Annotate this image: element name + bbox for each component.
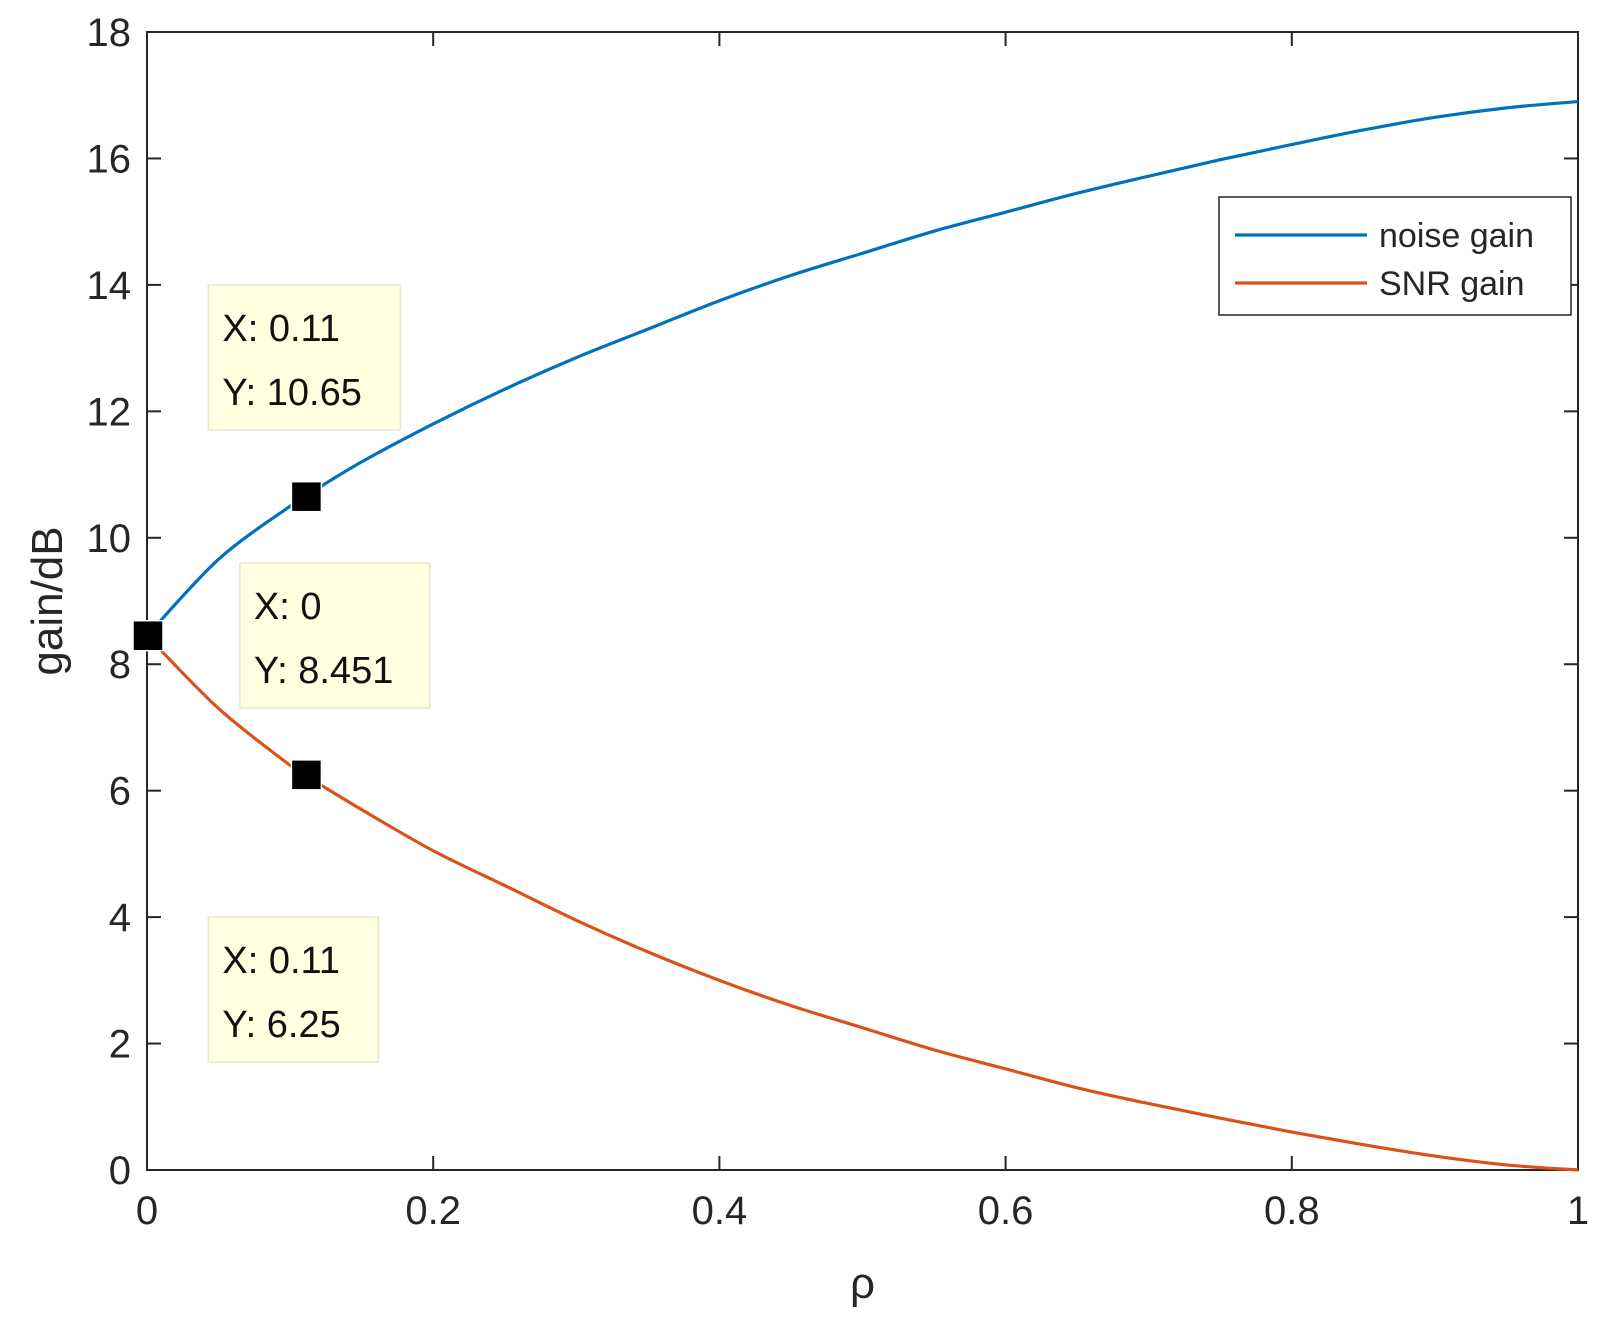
x-tick-label: 0.6: [978, 1189, 1034, 1233]
y-tick-label: 8: [109, 643, 131, 687]
datatip-box: [207, 284, 402, 431]
datatip-marker[interactable]: [290, 759, 323, 791]
y-tick-label: 12: [87, 390, 132, 434]
y-tick-label: 16: [87, 137, 132, 181]
datatip-box: [207, 916, 380, 1063]
y-axis-label: gain/dB: [23, 526, 72, 675]
y-tick-label: 10: [87, 517, 132, 561]
axes-box: [146, 31, 1579, 1171]
x-tick-label: 0: [136, 1189, 158, 1233]
y-tick-label: 2: [109, 1023, 131, 1067]
legend-label-snr-gain: SNR gain: [1379, 265, 1525, 303]
y-tick-label: 6: [109, 770, 131, 814]
y-tick-label: 14: [87, 264, 132, 308]
y-tick-label: 0: [109, 1149, 131, 1193]
x-tick-label: 0.2: [405, 1189, 461, 1233]
datatip-box: [239, 562, 431, 709]
datatip-x-text: X: 0.11: [222, 940, 340, 982]
datatip-y-text: Y: 8.451: [254, 650, 393, 692]
datatip-y-text: Y: 10.65: [222, 372, 361, 414]
datatip-marker[interactable]: [132, 619, 164, 652]
datatip-marker[interactable]: [290, 480, 323, 513]
datatip-x-text: X: 0.11: [222, 308, 340, 350]
y-tick-label: 4: [109, 896, 131, 940]
datatip-markers: [132, 480, 323, 791]
x-tick-label: 1: [1567, 1189, 1589, 1233]
legend: noise gain SNR gain: [1218, 196, 1572, 316]
x-axis-label: ρ: [850, 1259, 875, 1308]
y-tick-label: 18: [87, 11, 132, 55]
datatip-x-text: X: 0: [254, 586, 322, 628]
x-tick-label: 0.8: [1264, 1189, 1320, 1233]
x-tick-label: 0.4: [692, 1189, 748, 1233]
legend-label-noise-gain: noise gain: [1379, 217, 1534, 255]
datatip-y-text: Y: 6.25: [222, 1004, 340, 1046]
legend-box: [1218, 196, 1572, 316]
datatip-boxes: X: 0.11 Y: 10.65 X: 0 Y: 8.451 X: 0.11 Y: 6.2…: [207, 284, 431, 1063]
